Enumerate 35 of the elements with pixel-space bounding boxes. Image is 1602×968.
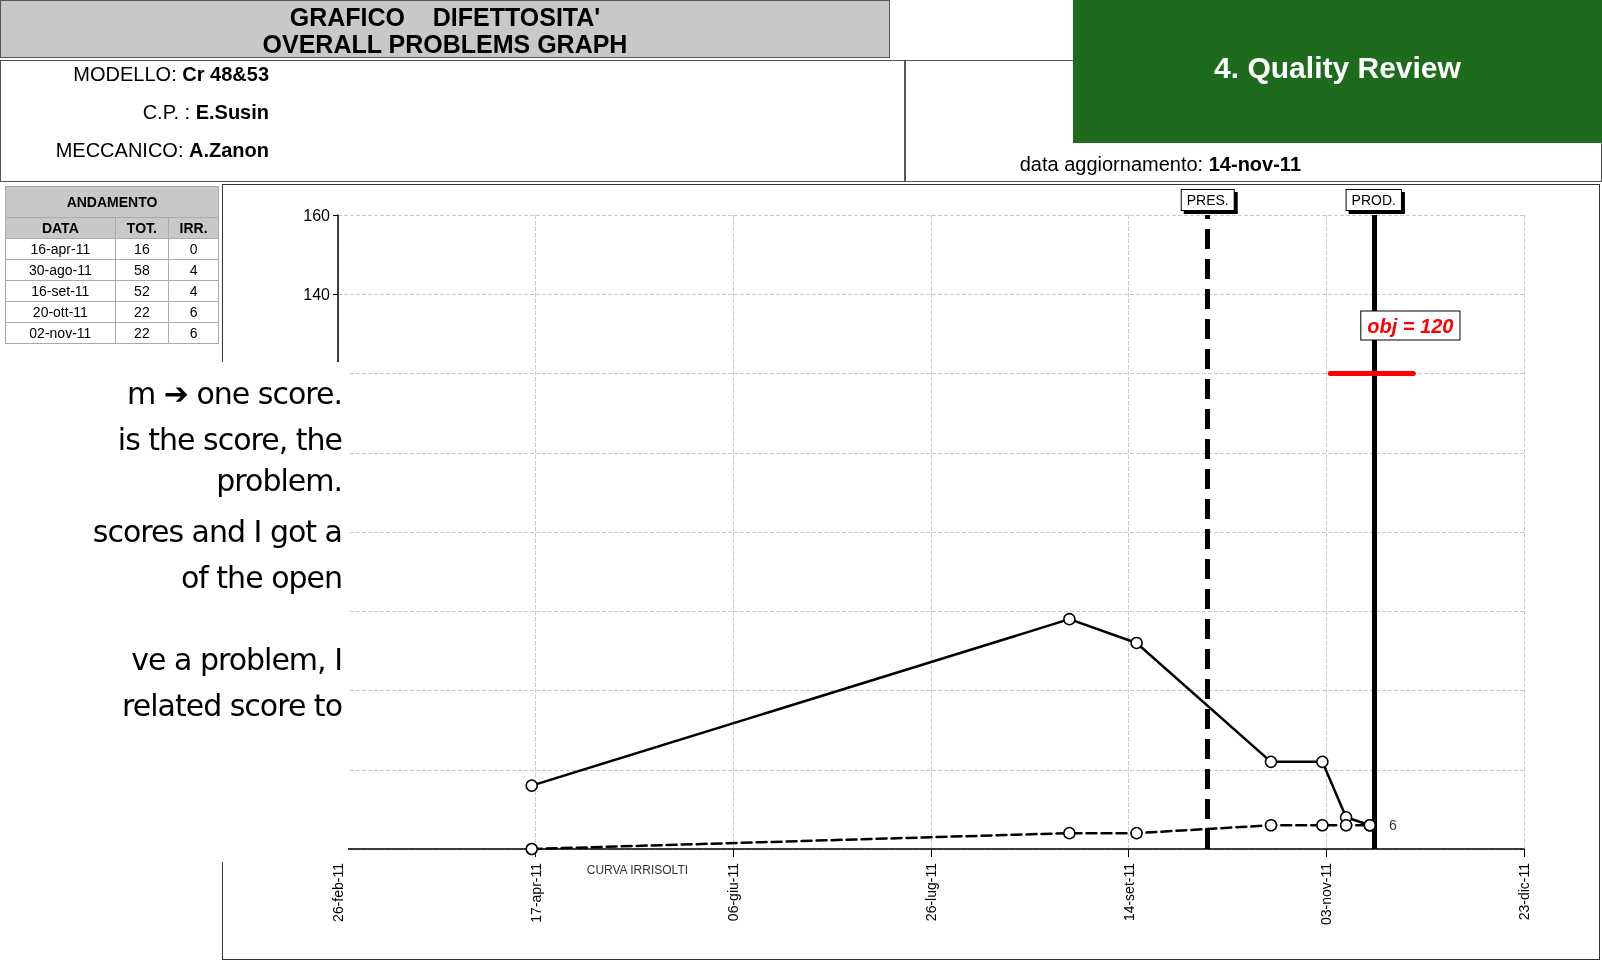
x-tick-label: 23-dic-11 bbox=[1516, 862, 1532, 921]
x-tick-label: 26-feb-11 bbox=[330, 862, 346, 922]
text: DATA TOT. IRR. bbox=[41, 220, 208, 236]
text: 20-ott-11 22 6 bbox=[32, 304, 198, 320]
text: 02-nov-11 22 6 bbox=[29, 325, 198, 341]
x-tick-label: 26-lug-11 bbox=[923, 862, 939, 922]
annotation: obj = 120 bbox=[1367, 314, 1454, 337]
text: MECCANICO: A.Zanon bbox=[55, 139, 269, 161]
annotation: of the open bbox=[180, 560, 342, 595]
y-tick-label: 160 bbox=[303, 206, 331, 224]
text: C.P. : E.Susin bbox=[142, 101, 269, 123]
ref-line-label: PRES. bbox=[1186, 192, 1229, 208]
x-tick-label: 14-set-11 bbox=[1120, 862, 1137, 922]
ref-line-label: PROD. bbox=[1351, 192, 1396, 208]
chart-title: GRAFICO DIFETTOSITA' bbox=[288, 3, 602, 31]
annotation: m ➔ one score. bbox=[127, 376, 342, 411]
text: 16-apr-11 16 0 bbox=[30, 241, 198, 257]
text: 4. Quality Review bbox=[1073, 0, 1602, 143]
x-tick-label: 17-apr-11 bbox=[527, 862, 544, 923]
annotation: related score to bbox=[122, 688, 342, 723]
text: ANDAMENTO bbox=[5, 186, 219, 218]
text: data aggiornamento: 14-nov-11 bbox=[1019, 153, 1301, 175]
text: 30-ago-11 58 4 bbox=[28, 262, 198, 278]
annotation: problem. bbox=[216, 463, 342, 498]
series-label: CURVA IRRISOLTI bbox=[586, 863, 689, 878]
text: 16-set-11 52 4 bbox=[31, 283, 198, 299]
data-label: 6 bbox=[1389, 817, 1398, 834]
y-tick-label: 140 bbox=[303, 285, 331, 303]
x-tick-label: 03-nov-11 bbox=[1318, 862, 1335, 926]
annotation: scores and I got a bbox=[92, 514, 342, 549]
annotation: ve a problem, I bbox=[131, 642, 342, 677]
text: MODELLO: Cr 48&53 bbox=[73, 63, 269, 85]
x-tick-label: 06-giu-11 bbox=[725, 862, 742, 922]
chart-subtitle: OVERALL PROBLEMS GRAPH bbox=[261, 30, 629, 58]
annotation: is the score, the bbox=[117, 422, 342, 457]
